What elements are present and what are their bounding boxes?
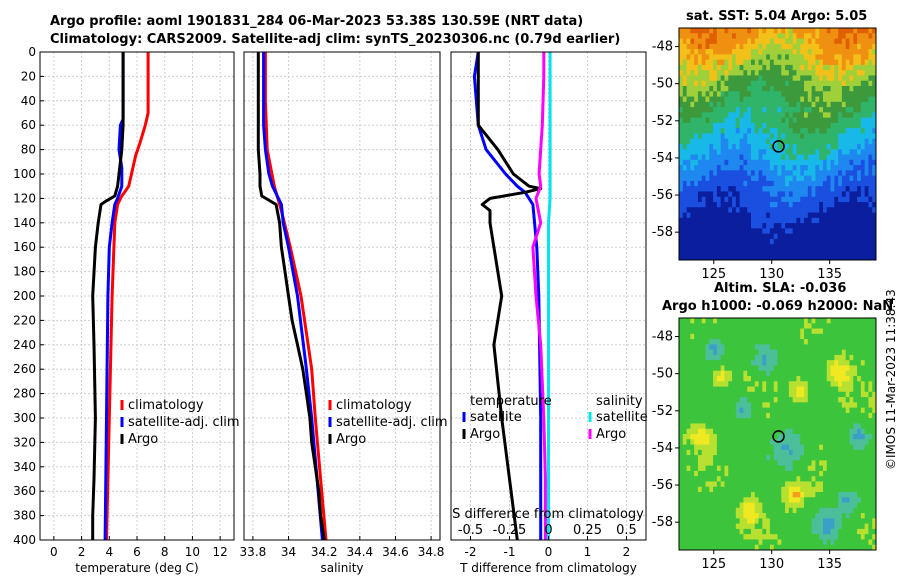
legend-label: Argo: [128, 432, 158, 447]
map-frame: [678, 317, 877, 551]
map-y-tick-label: -56: [652, 478, 673, 493]
sst-map-title: sat. SST: 5.04 Argo: 5.05: [686, 9, 868, 24]
y-tick-label: 80: [21, 143, 36, 157]
series-line-satellite-adj-clim: [262, 52, 324, 541]
x-tick-label: 34.8: [418, 545, 445, 559]
x-tick-label: 8: [161, 545, 169, 559]
map-x-tick-label: 135: [817, 557, 842, 572]
legend-label: climatology: [336, 398, 412, 413]
sla-map: [679, 318, 877, 551]
y-tick-label: 260: [13, 362, 36, 376]
map-x-tick-label: 130: [759, 557, 784, 572]
profile-location-marker: [772, 430, 785, 443]
y-tick-label: 240: [13, 338, 36, 352]
legend-label: satellite-adj. clim: [336, 415, 448, 430]
x-tick-label: 0: [50, 545, 58, 559]
secondary-tick-label: 0.25: [573, 523, 602, 538]
y-tick-label: 200: [13, 289, 36, 303]
legend-title-temperature: temperature: [470, 394, 552, 409]
secondary-tick-label: 0.5: [616, 523, 637, 538]
map-y-tick-label: -48: [652, 330, 673, 345]
figure-title-line2: Climatology: CARS2009. Satellite-adj cli…: [50, 32, 621, 47]
series-line-climatology: [263, 52, 328, 541]
y-tick-label: 220: [13, 313, 36, 327]
map-y-tick-label: -58: [652, 515, 673, 530]
x-tick-label: 34: [281, 545, 296, 559]
y-tick-label: 140: [13, 216, 36, 230]
legend-label: satellite-adj. clim: [128, 415, 240, 430]
map-y-tick-label: -52: [652, 404, 673, 419]
figure-title-line1: Argo profile: aoml 1901831_284 06-Mar-20…: [50, 14, 584, 29]
x-axis-label: temperature (deg C): [75, 561, 198, 575]
x-tick-label: 12: [213, 545, 228, 559]
y-tick-label: 160: [13, 240, 36, 254]
map-y-tick-label: -50: [652, 367, 673, 382]
legend-label: satellite: [596, 410, 648, 425]
secondary-tick-label: -0.25: [493, 523, 527, 538]
y-tick-label: 320: [13, 435, 36, 449]
x-tick-label: 2: [623, 545, 631, 559]
x-axis-label: T difference from climatology: [459, 561, 637, 575]
legend-label: satellite: [470, 410, 522, 425]
profile-location-marker: [772, 140, 785, 153]
legend-label: Argo: [596, 427, 626, 442]
y-tick-label: 280: [13, 387, 36, 401]
x-tick-label: 34.4: [346, 545, 373, 559]
series-line-argo: [256, 52, 326, 541]
x-tick-label: 34.6: [382, 545, 409, 559]
series-line-argo: [91, 52, 125, 540]
x-tick-label: -1: [504, 545, 516, 559]
map-y-tick-label: -54: [652, 151, 673, 166]
x-axis-label: salinity: [320, 561, 363, 575]
secondary-axis-label: S difference from climatology: [452, 507, 644, 522]
x-tick-label: 0: [545, 545, 553, 559]
y-tick-label: 400: [13, 533, 36, 547]
map-frame: [678, 27, 877, 261]
y-tick-label: 340: [13, 460, 36, 474]
y-tick-label: 100: [13, 167, 36, 181]
map-x-tick-label: 135: [817, 267, 842, 282]
x-tick-label: 10: [185, 545, 200, 559]
map-y-tick-label: -54: [652, 441, 673, 456]
x-tick-label: 2: [78, 545, 86, 559]
x-tick-label: 4: [105, 545, 113, 559]
x-tick-label: -2: [465, 545, 477, 559]
sst-map: [679, 28, 877, 261]
secondary-tick-label: -0.5: [458, 523, 483, 538]
map-x-tick-label: 130: [759, 267, 784, 282]
x-tick-label: 6: [133, 545, 141, 559]
series-line-t-argo: [476, 52, 543, 541]
series-line-s-satellite: [547, 52, 552, 540]
map-x-tick-label: 125: [701, 557, 726, 572]
y-tick-label: 180: [13, 265, 36, 279]
map-y-tick-label: -56: [652, 188, 673, 203]
x-tick-label: 33.8: [240, 545, 267, 559]
y-tick-label: 40: [21, 94, 36, 108]
series-line-s-argo: [531, 52, 547, 540]
legend-title-salinity: salinity: [596, 394, 643, 409]
map-y-tick-label: -48: [652, 40, 673, 55]
sla-map-title-line1: Altim. SLA: -0.036: [714, 281, 847, 296]
sla-map-title-line2: Argo h1000: -0.069 h2000: NaN: [662, 299, 894, 314]
secondary-tick-label: 0: [544, 523, 552, 538]
y-tick-label: 120: [13, 191, 36, 205]
x-tick-label: 34.2: [311, 545, 338, 559]
legend-label: Argo: [470, 427, 500, 442]
axes-frame: [243, 51, 441, 541]
y-tick-label: 20: [21, 69, 36, 83]
y-tick-label: 60: [21, 118, 36, 132]
y-tick-label: 0: [28, 45, 36, 59]
map-y-tick-label: -58: [652, 225, 673, 240]
map-y-tick-label: -52: [652, 114, 673, 129]
y-tick-label: 300: [13, 411, 36, 425]
x-tick-label: 1: [584, 545, 592, 559]
series-line-climatology: [105, 52, 150, 541]
legend-label: Argo: [336, 432, 366, 447]
y-tick-label: 360: [13, 484, 36, 498]
y-tick-label: 380: [13, 509, 36, 523]
map-y-tick-label: -50: [652, 77, 673, 92]
legend-label: climatology: [128, 398, 204, 413]
map-x-tick-label: 125: [701, 267, 726, 282]
